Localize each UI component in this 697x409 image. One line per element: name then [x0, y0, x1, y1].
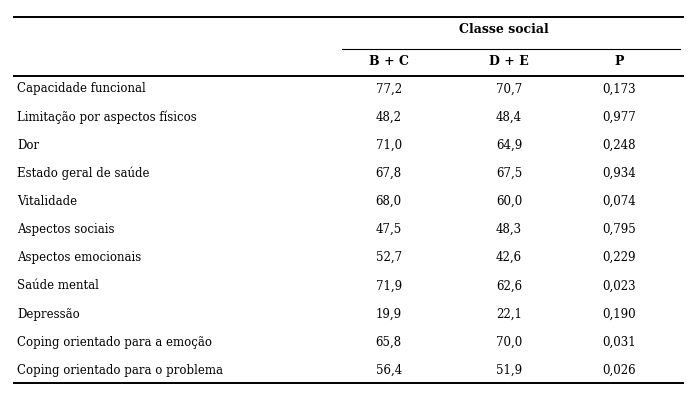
Text: 48,2: 48,2 [376, 110, 401, 123]
Text: 52,7: 52,7 [376, 251, 401, 263]
Text: 19,9: 19,9 [376, 307, 401, 320]
Text: 47,5: 47,5 [376, 222, 401, 236]
Text: 0,795: 0,795 [603, 222, 636, 236]
Text: 71,0: 71,0 [376, 138, 401, 151]
Text: Estado geral de saúde: Estado geral de saúde [17, 166, 150, 180]
Text: 64,9: 64,9 [496, 138, 522, 151]
Text: 51,9: 51,9 [496, 363, 522, 376]
Text: Aspectos emocionais: Aspectos emocionais [17, 251, 141, 263]
Text: B + C: B + C [369, 55, 408, 67]
Text: Limitação por aspectos físicos: Limitação por aspectos físicos [17, 110, 197, 124]
Text: 0,026: 0,026 [603, 363, 636, 376]
Text: 67,5: 67,5 [496, 166, 522, 180]
Text: 0,074: 0,074 [603, 195, 636, 207]
Text: 0,977: 0,977 [603, 110, 636, 123]
Text: 67,8: 67,8 [376, 166, 401, 180]
Text: 42,6: 42,6 [496, 251, 522, 263]
Text: 48,4: 48,4 [496, 110, 522, 123]
Text: 70,7: 70,7 [496, 82, 522, 95]
Text: Coping orientado para a emoção: Coping orientado para a emoção [17, 335, 213, 348]
Text: 60,0: 60,0 [496, 195, 522, 207]
Text: 68,0: 68,0 [376, 195, 401, 207]
Text: 56,4: 56,4 [376, 363, 401, 376]
Text: Classe social: Classe social [459, 23, 549, 36]
Text: 22,1: 22,1 [496, 307, 522, 320]
Text: Coping orientado para o problema: Coping orientado para o problema [17, 363, 223, 376]
Text: Aspectos sociais: Aspectos sociais [17, 222, 115, 236]
Text: 48,3: 48,3 [496, 222, 522, 236]
Text: 0,229: 0,229 [603, 251, 636, 263]
Text: Dor: Dor [17, 138, 40, 151]
Text: 0,173: 0,173 [603, 82, 636, 95]
Text: Saúde mental: Saúde mental [17, 279, 99, 292]
Text: 0,248: 0,248 [603, 138, 636, 151]
Text: Capacidade funcional: Capacidade funcional [17, 82, 146, 95]
Text: 0,934: 0,934 [603, 166, 636, 180]
Text: 0,031: 0,031 [603, 335, 636, 348]
Text: Vitalidade: Vitalidade [17, 195, 77, 207]
Text: Depressão: Depressão [17, 307, 80, 320]
Text: D + E: D + E [489, 55, 529, 67]
Text: 0,190: 0,190 [603, 307, 636, 320]
Text: P: P [615, 55, 625, 67]
Text: 70,0: 70,0 [496, 335, 522, 348]
Text: 77,2: 77,2 [376, 82, 401, 95]
Text: 65,8: 65,8 [376, 335, 401, 348]
Text: 71,9: 71,9 [376, 279, 401, 292]
Text: 62,6: 62,6 [496, 279, 522, 292]
Text: 0,023: 0,023 [603, 279, 636, 292]
